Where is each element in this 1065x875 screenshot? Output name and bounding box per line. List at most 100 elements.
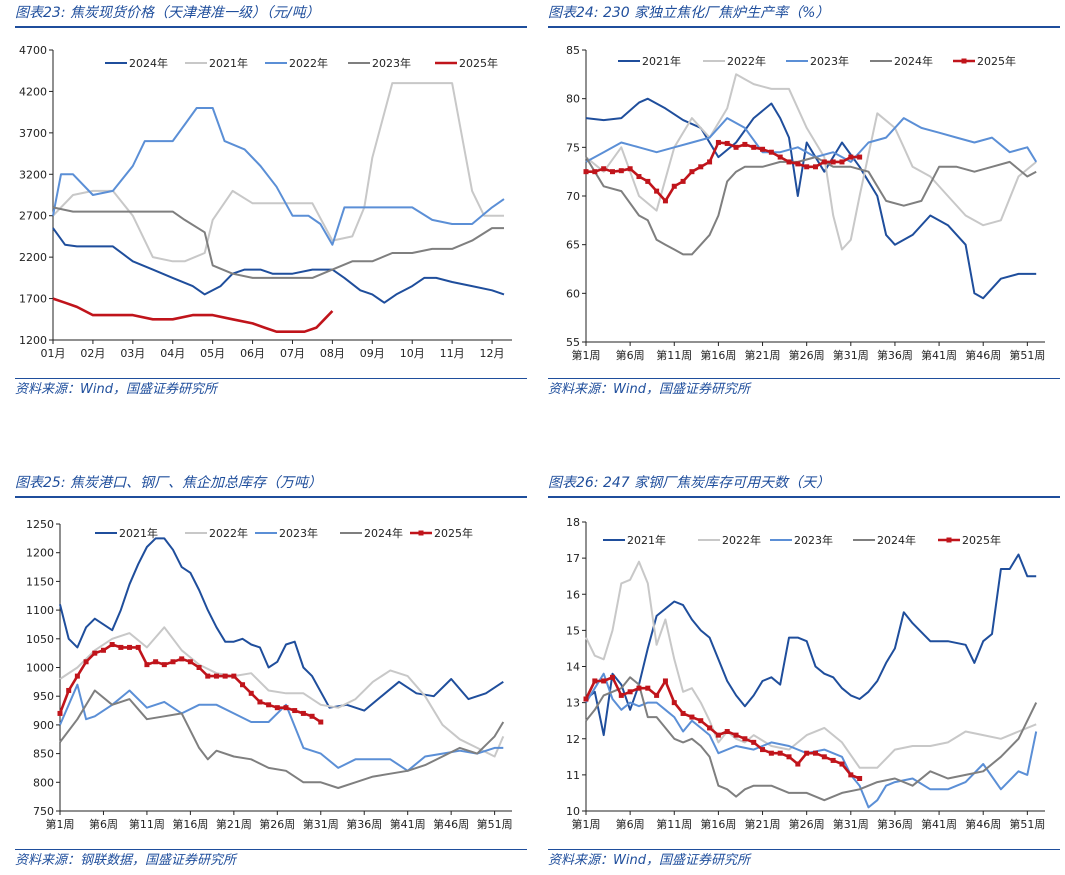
x-tick-label: 第31周 — [833, 348, 869, 362]
legend-label: 2025年 — [434, 526, 473, 540]
y-tick-label: 1100 — [26, 604, 54, 617]
x-tick-label: 第36周 — [877, 348, 913, 362]
y-tick-label: 4200 — [19, 85, 47, 98]
series-line-2023年 — [585, 672, 1038, 809]
x-tick-label: 第1周 — [572, 348, 601, 362]
series-marker — [760, 747, 766, 753]
y-tick-label: 950 — [33, 690, 54, 703]
y-tick-label: 1050 — [26, 633, 54, 646]
series-marker — [733, 144, 739, 150]
series-marker — [821, 159, 827, 165]
series-marker — [196, 665, 202, 670]
series-marker — [601, 166, 607, 172]
x-tick-label: 第41周 — [390, 817, 426, 831]
series-marker — [689, 169, 695, 175]
legend-marker — [418, 530, 424, 536]
chart-title: 图表26: 247 家钢厂焦炭库存可用天数（天） — [548, 470, 1060, 498]
series-marker — [292, 708, 298, 714]
x-tick-label: 第31周 — [303, 817, 339, 831]
chart-source: 资料来源：Wind，国盛证券研究所 — [15, 378, 527, 401]
y-tick-label: 60 — [566, 287, 580, 300]
series-marker — [618, 168, 624, 174]
series-line-2025年 — [584, 676, 861, 780]
x-tick-label: 第51周 — [477, 817, 513, 831]
y-tick-label: 17 — [566, 552, 580, 565]
x-tick-label: 第11周 — [656, 348, 692, 362]
y-tick-label: 850 — [33, 748, 54, 761]
legend-label: 2025年 — [459, 56, 498, 70]
series-marker — [109, 642, 115, 648]
series-marker — [795, 161, 801, 167]
chart-panel-23: 图表23: 焦炭现货价格（天津港准一级）（元/吨） 1200 1700 2200 27… — [15, 0, 527, 404]
series-marker — [786, 159, 792, 165]
legend-label: 2022年 — [727, 54, 766, 68]
x-tick-label: 第6周 — [616, 817, 645, 831]
chart-panel-24: 图表24: 230 家独立焦化厂焦炉生产率（%） 55 60 65 70 75 80 85 第… — [548, 0, 1060, 404]
x-tick-label: 第46周 — [965, 348, 1001, 362]
y-tick-label: 1150 — [26, 575, 54, 588]
x-tick-label: 第21周 — [216, 817, 252, 831]
y-tick-label: 16 — [566, 588, 580, 601]
series-marker — [266, 702, 272, 708]
series-marker — [724, 729, 730, 735]
series-marker — [742, 141, 748, 147]
series-line-2025年 — [586, 141, 860, 203]
series-marker — [821, 754, 827, 760]
series-marker — [654, 188, 660, 194]
x-tick-label: 07月 — [280, 347, 305, 360]
y-tick-label: 900 — [33, 719, 54, 732]
series-marker — [592, 169, 598, 175]
x-tick-label: 06月 — [240, 347, 265, 360]
legend-label: 2025年 — [977, 54, 1016, 68]
y-tick-label: 80 — [566, 93, 580, 106]
series-marker — [636, 174, 642, 180]
y-tick-label: 750 — [33, 805, 54, 818]
y-tick-label: 1700 — [19, 293, 47, 306]
chart-source: 资料来源：Wind，国盛证券研究所 — [548, 378, 1060, 401]
series-marker — [848, 772, 854, 778]
y-tick-label: 11 — [566, 769, 580, 782]
legend-label: 2021年 — [642, 54, 681, 68]
y-tick-label: 1200 — [26, 547, 54, 560]
series-line-2023年 — [585, 117, 1038, 163]
x-tick-label: 08月 — [320, 347, 345, 360]
series-marker — [248, 690, 254, 696]
y-tick-label: 1000 — [26, 662, 54, 675]
series-marker — [300, 710, 306, 716]
series-marker — [662, 198, 668, 204]
series-marker — [857, 154, 863, 160]
y-tick-label: 3200 — [19, 168, 47, 181]
series-marker — [627, 166, 633, 172]
series-line-2021年 — [585, 553, 1037, 737]
series-line-2021年 — [52, 82, 504, 263]
series-marker — [609, 169, 615, 175]
series-marker — [636, 685, 642, 691]
inventory-line-chart: 750 800 850 900 950 1000 1050 1100 1150 1200 1250 第… — [26, 518, 513, 831]
x-tick-label: 第41周 — [921, 348, 957, 362]
series-marker — [777, 154, 783, 160]
legend-label: 2021年 — [119, 526, 158, 540]
series-marker — [205, 673, 211, 679]
y-tick-label: 2200 — [19, 251, 47, 264]
series-marker — [213, 673, 219, 679]
series-marker — [698, 164, 704, 170]
series-line-2023年 — [59, 683, 504, 772]
x-tick-label: 01月 — [41, 347, 66, 360]
y-tick-label: 10 — [566, 805, 580, 818]
series-line-2024年 — [585, 676, 1038, 802]
x-tick-label: 第46周 — [965, 817, 1001, 831]
x-tick-label: 第16周 — [700, 817, 736, 831]
series-marker — [645, 685, 651, 691]
legend-label: 2024年 — [129, 56, 168, 70]
series-marker — [601, 678, 607, 684]
chart-title: 图表23: 焦炭现货价格（天津港准一级）（元/吨） — [15, 0, 527, 28]
y-tick-label: 3700 — [19, 127, 47, 140]
series-line-2021年 — [59, 537, 504, 712]
series-marker — [689, 714, 695, 720]
series-line-2025年 — [52, 297, 334, 334]
series-marker — [813, 750, 818, 756]
series-marker — [83, 659, 89, 665]
y-tick-label: 65 — [566, 239, 580, 252]
series-marker — [804, 750, 810, 756]
series-line-2024年 — [585, 156, 1037, 256]
